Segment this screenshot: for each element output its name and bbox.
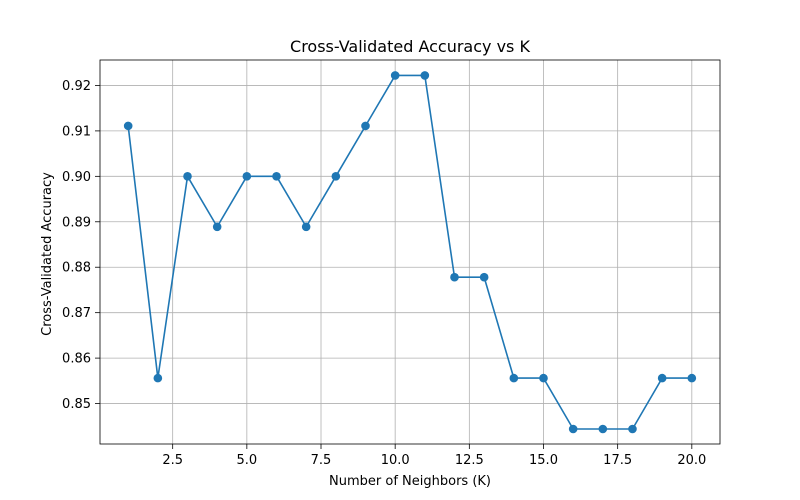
data-point <box>598 424 608 434</box>
data-point <box>301 222 311 232</box>
data-point <box>212 222 222 232</box>
data-point <box>568 424 578 434</box>
data-point <box>420 71 430 80</box>
data-point <box>361 121 370 131</box>
x-tick-label: 10.0 <box>381 453 410 468</box>
chart-title: Cross-Validated Accuracy vs K <box>290 37 530 56</box>
x-tick-label: 12.5 <box>455 453 484 468</box>
plot-frame <box>99 59 721 445</box>
data-point <box>183 172 192 181</box>
x-axis-label: Number of Neighbors (K) <box>329 474 491 489</box>
y-axis-label: Cross-Validated Accuracy <box>40 172 55 336</box>
x-tick-label: 20.0 <box>677 453 706 468</box>
y-tick-label: 0.88 <box>62 261 91 276</box>
y-tick-label: 0.91 <box>62 124 91 139</box>
y-tick-label: 0.87 <box>62 306 91 321</box>
data-point <box>242 172 252 181</box>
x-tick-label: 15.0 <box>529 453 558 468</box>
data-point <box>331 172 341 181</box>
x-tick-label: 17.5 <box>603 453 632 468</box>
series-line <box>127 74 692 430</box>
data-point <box>123 121 133 131</box>
x-axis-ticks: 2.5 5.0 7.5 10.0 12.5 15.0 17.5 20.0 <box>162 444 706 468</box>
data-point <box>509 373 519 383</box>
data-point <box>272 172 281 181</box>
y-tick-label: 0.92 <box>62 79 91 94</box>
series-markers <box>123 71 697 434</box>
data-point <box>450 272 459 282</box>
x-tick-label: 2.5 <box>162 453 183 468</box>
grid-lines <box>100 60 720 444</box>
y-tick-label: 0.86 <box>62 352 91 367</box>
data-point <box>657 373 667 383</box>
data-point <box>390 71 400 80</box>
data-point <box>628 424 637 434</box>
y-axis-ticks: 0.85 0.86 0.87 0.88 0.89 0.90 0.91 0.92 <box>62 79 100 412</box>
y-tick-label: 0.85 <box>62 397 91 412</box>
x-tick-label: 7.5 <box>311 453 332 468</box>
y-tick-label: 0.89 <box>62 215 91 230</box>
data-point <box>479 272 489 282</box>
data-point <box>539 373 548 383</box>
x-tick-label: 5.0 <box>236 453 257 468</box>
series-line-layer <box>127 74 692 430</box>
y-tick-label: 0.90 <box>62 170 91 185</box>
data-point <box>153 373 163 383</box>
data-point <box>687 373 697 383</box>
